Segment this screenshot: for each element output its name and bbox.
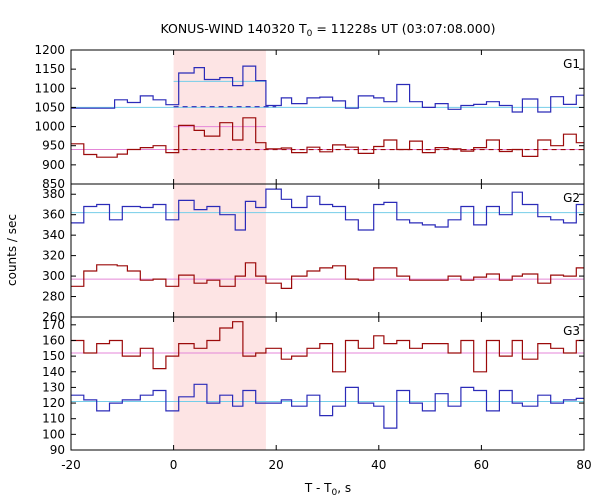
panel-G2-y-tick-label: 360 [42, 208, 65, 222]
x-axis-label: T - T0, s [304, 481, 351, 498]
panel-G1-series-blue [71, 65, 584, 113]
panel-G3-y-tick-label: 140 [42, 365, 65, 379]
panel-label-G1: G1 [563, 57, 580, 71]
x-tick-label: 40 [371, 458, 386, 472]
panel-label-G3: G3 [563, 324, 580, 338]
panel-G1-y-tick-label: 950 [42, 139, 65, 153]
panel-G1-y-tick-label: 900 [42, 158, 65, 172]
panel-G1-y-tick-label: 1000 [34, 120, 65, 134]
panel-G2-y-tick-label: 280 [42, 290, 65, 304]
x-tick-label: -20 [61, 458, 81, 472]
x-tick-label: 0 [170, 458, 178, 472]
panel-G2-y-tick-label: 380 [42, 187, 65, 201]
x-tick-label: 80 [576, 458, 591, 472]
panel-G3-y-tick-label: 110 [42, 412, 65, 426]
panel-label-G2: G2 [563, 191, 580, 205]
y-axis-label: counts / sec [5, 214, 19, 286]
panel-G1-y-tick-label: 1100 [34, 81, 65, 95]
panel-G1-frame [70, 49, 585, 185]
panel-G2-y-tick-label: 320 [42, 249, 65, 263]
panel-G2-series-red [71, 262, 584, 289]
panel-G3-y-tick-label: 170 [42, 318, 65, 332]
chart-title: KONUS-WIND 140320 T0 = 11228s UT (03:07:… [160, 21, 495, 39]
x-tick-label: 60 [474, 458, 489, 472]
panel-G1-y-tick-label: 1150 [34, 62, 65, 76]
panel-G1-y-tick-label: 850 [42, 177, 65, 191]
panel-G2-y-tick-label: 300 [42, 269, 65, 283]
plot-area: 85090095010001050110011501200G1260280300… [34, 43, 591, 472]
panel-G3-y-tick-label: 90 [50, 443, 65, 457]
panel-G3-series-red [71, 321, 584, 373]
panel-G2-y-tick-label: 260 [42, 310, 65, 324]
panel-G2-series-blue [71, 188, 584, 231]
panel-G1-series-red [71, 117, 584, 158]
panel-G3-frame [70, 316, 585, 451]
panel-G3-y-tick-label: 120 [42, 396, 65, 410]
panel-G3-y-tick-label: 160 [42, 333, 65, 347]
panel-G1-y-tick-label: 1050 [34, 100, 65, 114]
highlight-interval [173, 50, 266, 450]
panel-G3-y-tick-label: 150 [42, 349, 65, 363]
panel-G3-series-blue [71, 383, 584, 429]
panel-G3-y-tick-label: 100 [42, 427, 65, 441]
panel-G1-y-tick-label: 1200 [34, 43, 65, 57]
panel-G2-y-tick-label: 340 [42, 228, 65, 242]
x-tick-label: 20 [269, 458, 284, 472]
panel-G3-y-tick-label: 130 [42, 380, 65, 394]
